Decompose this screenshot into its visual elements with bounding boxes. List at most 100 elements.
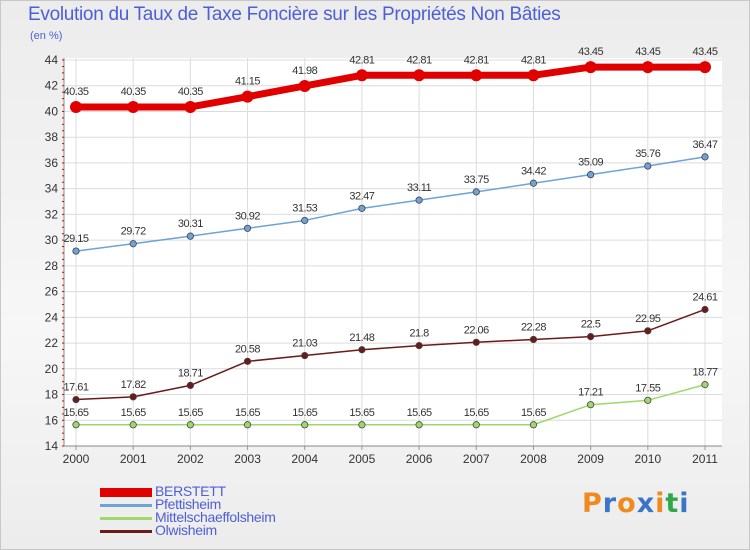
- data-label: 29.72: [121, 226, 146, 238]
- data-label: 15.65: [349, 407, 374, 419]
- data-label: 30.92: [235, 210, 260, 222]
- legend-label: Mittelschaeffolsheim: [155, 509, 276, 525]
- data-point: [301, 421, 309, 429]
- data-label: 41.15: [235, 76, 260, 88]
- y-tick-label: 40: [45, 104, 59, 118]
- data-point: [186, 421, 194, 429]
- data-point: [529, 421, 538, 429]
- y-tick-label: 18: [45, 388, 59, 402]
- data-label: 15.65: [464, 407, 489, 419]
- data-point: [587, 171, 595, 179]
- data-label: 15.65: [121, 407, 146, 419]
- data-point: [470, 69, 483, 82]
- data-point: [472, 421, 480, 429]
- chart-title: Evolution du Taux de Taxe Foncière sur l…: [28, 4, 561, 25]
- legend-label: Pfettisheim: [155, 496, 221, 512]
- data-label: 36.47: [692, 139, 717, 151]
- data-point: [129, 393, 137, 401]
- data-point: [243, 357, 252, 365]
- data-label: 24.61: [692, 291, 717, 303]
- data-label: 20.58: [235, 343, 260, 355]
- y-tick-label: 20: [45, 362, 59, 376]
- series-line: [75, 383, 706, 426]
- series-line: [72, 63, 709, 111]
- data-point: [127, 100, 140, 113]
- data-point: [529, 179, 538, 187]
- data-point: [587, 401, 595, 409]
- logo-letter: P: [582, 488, 603, 519]
- x-tick-label: 2008: [520, 452, 547, 466]
- data-label: 22.95: [635, 313, 660, 325]
- y-tick-label: 32: [45, 207, 59, 221]
- data-point: [472, 338, 480, 346]
- data-label: 42.81: [464, 54, 489, 66]
- data-label: 22.06: [464, 324, 489, 336]
- data-label: 43.45: [635, 46, 660, 58]
- data-label: 15.65: [407, 407, 432, 419]
- data-label: 15.65: [63, 407, 88, 419]
- data-label: 42.81: [349, 54, 374, 66]
- data-label: 34.42: [521, 165, 546, 177]
- data-label: 40.35: [121, 86, 146, 98]
- legend-label: BERSTETT: [155, 483, 226, 499]
- data-point: [527, 69, 540, 82]
- data-label: 42.81: [521, 54, 546, 66]
- data-point: [644, 162, 652, 170]
- data-label: 18.77: [692, 367, 717, 379]
- data-label: 21.48: [349, 332, 374, 344]
- data-point: [358, 421, 366, 429]
- x-tick-label: 2002: [177, 452, 204, 466]
- series-line: [75, 156, 706, 252]
- legend-swatch: [100, 529, 152, 533]
- data-point: [641, 61, 654, 74]
- y-tick-label: 36: [45, 156, 59, 170]
- data-point: [358, 346, 366, 354]
- data-label: 17.55: [635, 382, 660, 394]
- logo-letter: r: [602, 488, 618, 519]
- series-line: [75, 308, 706, 401]
- data-point: [699, 61, 711, 74]
- logo-letter: t: [665, 488, 680, 519]
- data-label: 17.82: [121, 379, 146, 391]
- data-label: 32.47: [349, 190, 374, 202]
- legend-swatch: [100, 503, 152, 507]
- data-label: 43.45: [692, 46, 717, 58]
- data-label: 42.81: [407, 54, 432, 66]
- data-label: 21.03: [292, 338, 317, 350]
- x-tick-label: 2007: [463, 452, 490, 466]
- data-point: [241, 90, 254, 103]
- logo-letter: i: [655, 488, 666, 519]
- data-point: [415, 196, 423, 204]
- data-point: [415, 421, 423, 429]
- data-point: [129, 421, 137, 429]
- data-point: [243, 421, 252, 429]
- y-tick-label: 34: [45, 182, 59, 196]
- x-tick-label: 2011: [692, 452, 718, 466]
- data-point: [184, 100, 197, 113]
- x-tick-label: 2006: [406, 452, 433, 466]
- y-tick-label: 22: [45, 336, 59, 350]
- data-point: [243, 224, 252, 232]
- data-label: 35.76: [635, 148, 660, 160]
- y-tick-label: 30: [45, 233, 59, 247]
- data-label: 15.65: [178, 407, 203, 419]
- data-point: [70, 100, 82, 113]
- data-point: [701, 305, 709, 314]
- logo-letter: o: [617, 488, 637, 519]
- data-point: [301, 216, 309, 225]
- data-label: 22.5: [581, 319, 601, 331]
- data-label: 17.61: [63, 382, 88, 394]
- x-tick-label: 2005: [349, 452, 376, 466]
- data-label: 21.8: [409, 328, 429, 340]
- y-tick-label: 44: [45, 53, 59, 67]
- y-tick-label: 42: [45, 79, 59, 93]
- data-point: [301, 351, 309, 360]
- data-point: [72, 247, 80, 255]
- data-label: 15.65: [235, 407, 260, 419]
- legend-label: Olwisheim: [155, 522, 217, 538]
- data-label: 22.28: [521, 321, 546, 333]
- data-point: [415, 342, 423, 350]
- data-point: [129, 240, 137, 248]
- data-point: [644, 327, 652, 335]
- y-tick-label: 24: [45, 310, 59, 324]
